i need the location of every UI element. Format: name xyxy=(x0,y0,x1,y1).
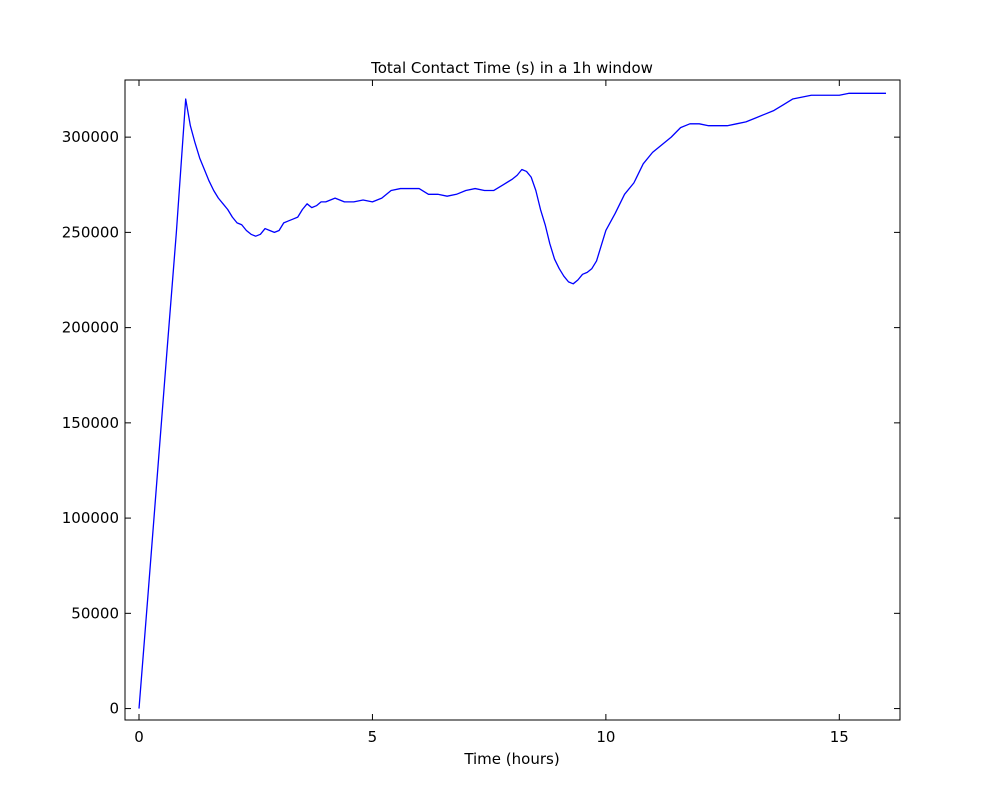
x-axis-label: Time (hours) xyxy=(463,750,559,768)
x-tick-label: 0 xyxy=(134,728,144,746)
y-tick-label: 50000 xyxy=(71,604,119,622)
y-tick-label: 300000 xyxy=(62,128,119,146)
y-tick-label: 0 xyxy=(109,700,119,718)
y-tick-label: 200000 xyxy=(62,319,119,337)
x-tick-label: 5 xyxy=(368,728,378,746)
y-tick-label: 100000 xyxy=(62,509,119,527)
x-tick-label: 10 xyxy=(596,728,615,746)
plot-area: 0 5 10 15 0 50000 100000 150000 200000 250000 3000… xyxy=(62,79,901,746)
y-tick-label: 250000 xyxy=(62,223,119,241)
x-tick-label: 15 xyxy=(830,728,849,746)
series-line-0 xyxy=(138,92,886,709)
chart-title: Total Contact Time (s) in a 1h window xyxy=(370,59,653,77)
plot-frame xyxy=(124,79,901,721)
y-tick-label: 150000 xyxy=(62,414,119,432)
